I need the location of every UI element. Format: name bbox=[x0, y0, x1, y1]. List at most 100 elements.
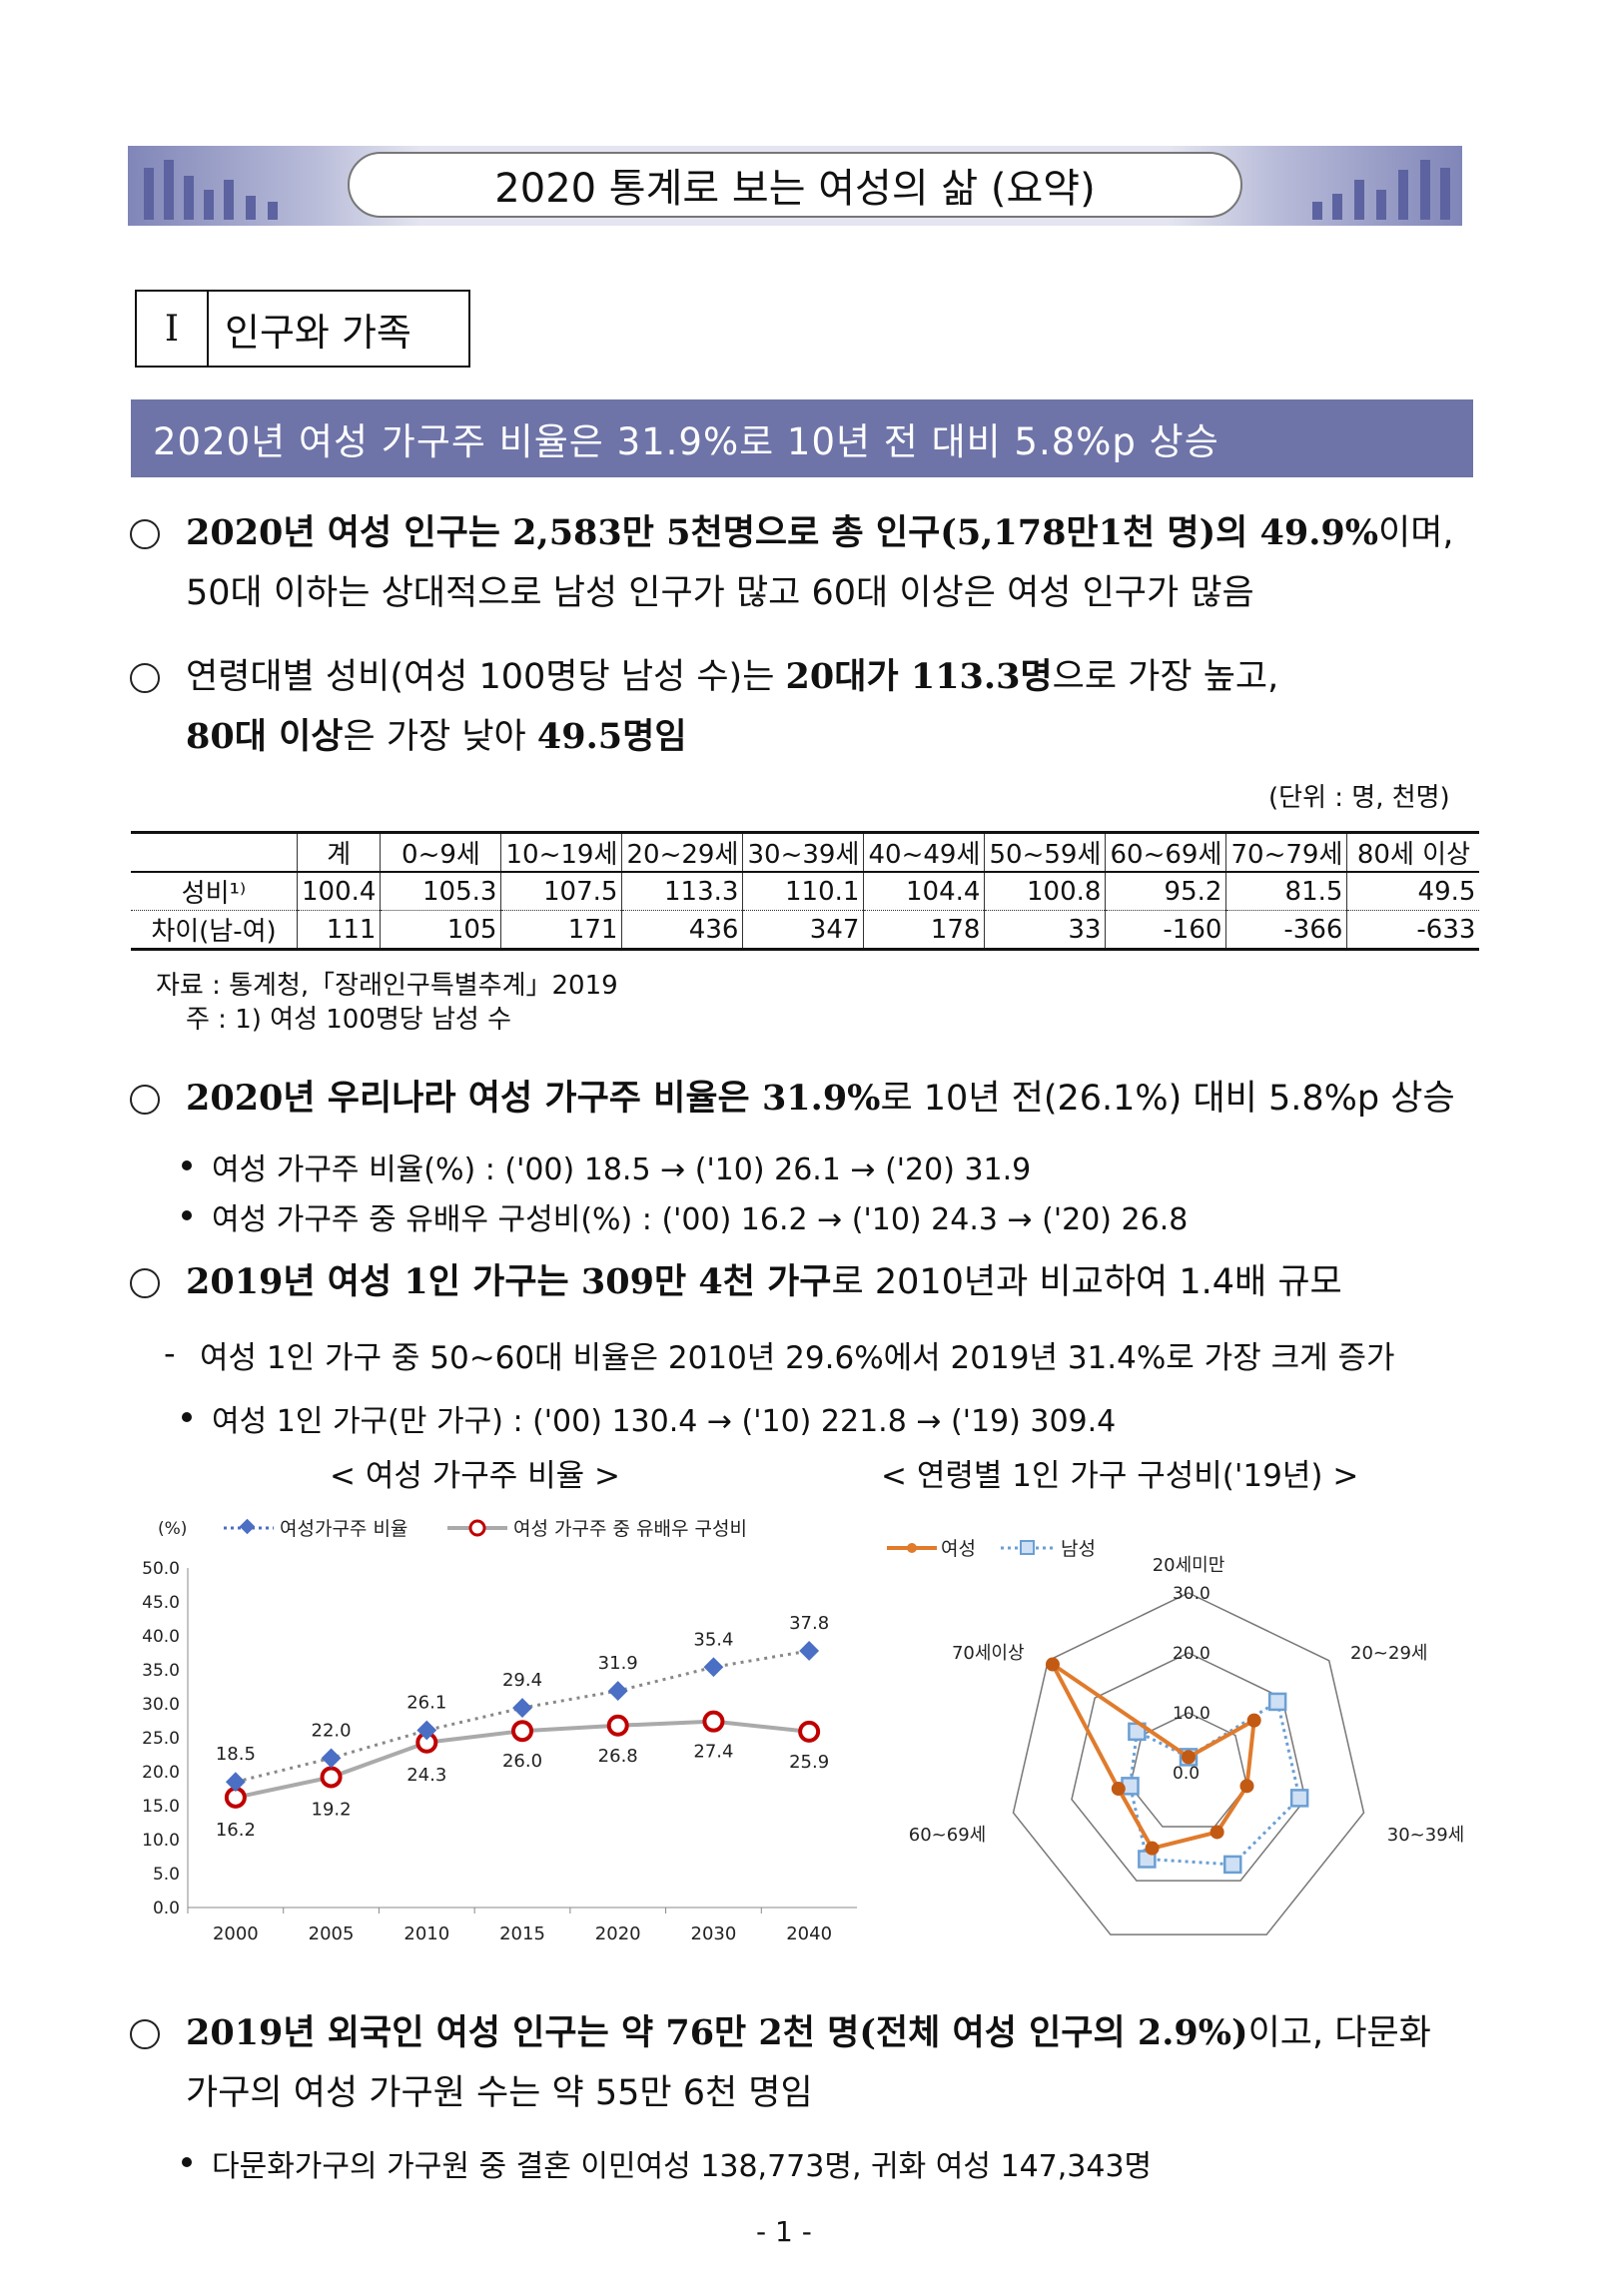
table-cell: 성비¹⁾ bbox=[131, 872, 298, 911]
radar-point-female bbox=[1045, 1657, 1060, 1672]
table-cell: 100.4 bbox=[296, 872, 381, 911]
table-header: 30~39세 bbox=[742, 831, 864, 873]
radar-point-female bbox=[1239, 1779, 1254, 1794]
table-row: 차이(남-여) 111 105 171 436 347 178 33 -160 … bbox=[131, 910, 1480, 951]
sex-ratio-table: 계 0~9세 10~19세 20~29세 30~39세 40~49세 50~59… bbox=[131, 831, 1480, 951]
table-header: 20~29세 bbox=[621, 831, 743, 873]
paragraph-4-rest: 로 2010년과 비교하여 1.4배 규모 bbox=[831, 1262, 1342, 1302]
table-cell: 100.8 bbox=[984, 872, 1106, 911]
y-tick-label: 10.0 bbox=[142, 1831, 180, 1851]
y-tick-label: 45.0 bbox=[142, 1593, 180, 1613]
paragraph-1-rest: 이며, bbox=[1378, 513, 1454, 553]
data-label-married: 24.3 bbox=[406, 1765, 446, 1786]
radar-axis-label: 60~69세 bbox=[909, 1825, 986, 1846]
radar-point-female bbox=[1209, 1825, 1224, 1840]
legend-marker-series-2 bbox=[468, 1519, 486, 1537]
table-cell: -366 bbox=[1225, 910, 1347, 951]
paragraph-5-bold: 2019년 외국인 여성 인구는 약 76만 2천 명(전체 여성 인구의 2.… bbox=[186, 2012, 1248, 2053]
table-row: 성비¹⁾ 100.4 105.3 107.5 113.3 110.1 104.4… bbox=[131, 872, 1480, 911]
paragraph-2-line-1: 연령대별 성비(여성 100명당 남성 수)는 20대가 113.3명으로 가장… bbox=[186, 647, 1278, 707]
paragraph-4-dash: 여성 1인 가구 중 50~60대 비율은 2010년 29.6%에서 2019… bbox=[200, 1340, 1395, 1376]
one-person-household-radar-chart: 0.010.020.030.020세미만20~29세30~39세40~49세50… bbox=[887, 1538, 1464, 1935]
bullet-dot-icon bbox=[182, 1160, 192, 1170]
data-label-householder: 22.0 bbox=[312, 1720, 352, 1741]
data-point-householder bbox=[225, 1772, 246, 1793]
y-tick-label: 35.0 bbox=[142, 1661, 180, 1681]
data-label-householder: 37.8 bbox=[789, 1613, 829, 1634]
data-point-married bbox=[320, 1766, 343, 1789]
data-label-householder: 31.9 bbox=[598, 1653, 638, 1674]
legend-label-series-2: 여성 가구주 중 유배우 구성비 bbox=[513, 1518, 747, 1540]
radar-tick-label: 30.0 bbox=[1173, 1584, 1210, 1604]
data-label-married: 27.4 bbox=[693, 1742, 733, 1763]
table-header: 80세 이상 bbox=[1346, 831, 1480, 873]
paragraph-3-rest: 로 10년 전(26.1%) 대비 5.8%p 상승 bbox=[880, 1079, 1455, 1119]
radar-axis-label: 30~39세 bbox=[1387, 1825, 1464, 1846]
bullet-dot-icon bbox=[182, 2157, 192, 2167]
radar-point-female bbox=[1145, 1841, 1160, 1856]
radar-tick-label: 10.0 bbox=[1173, 1704, 1210, 1724]
y-axis-unit-label: (%) bbox=[158, 1519, 187, 1539]
document-header-banner: 2020 통계로 보는 여성의 삶 (요약) bbox=[128, 146, 1462, 226]
y-tick-label: 15.0 bbox=[142, 1797, 180, 1817]
radar-point-female bbox=[1111, 1782, 1126, 1797]
table-header: 70~79세 bbox=[1225, 831, 1347, 873]
table-cell: 33 bbox=[984, 910, 1106, 951]
table-cell: 49.5 bbox=[1346, 872, 1480, 911]
table-unit: (단위 : 명, 천명) bbox=[1268, 783, 1450, 813]
legend-label-female: 여성 bbox=[941, 1538, 976, 1560]
table-cell: 178 bbox=[863, 910, 985, 951]
data-point-married bbox=[606, 1714, 629, 1737]
x-tick-label: 2015 bbox=[499, 1923, 545, 1944]
table-header: 0~9세 bbox=[380, 831, 501, 873]
data-label-married: 16.2 bbox=[216, 1820, 256, 1841]
radar-series-female bbox=[1051, 1662, 1257, 1851]
table-cell: 171 bbox=[500, 910, 622, 951]
bullet-circle-icon bbox=[130, 663, 160, 693]
data-label-married: 26.8 bbox=[598, 1746, 638, 1767]
bullet-circle-icon bbox=[130, 2019, 160, 2049]
paragraph-1-line-1: 2020년 여성 인구는 2,583만 5천명으로 총 인구(5,178만1천 … bbox=[186, 503, 1454, 563]
table-header: 40~49세 bbox=[863, 831, 985, 873]
summary-headline: 2020년 여성 가구주 비율은 31.9%로 10년 전 대비 5.8%p 상… bbox=[131, 399, 1473, 477]
data-point-householder bbox=[799, 1641, 820, 1661]
table-cell: -633 bbox=[1346, 910, 1480, 951]
data-label-married: 19.2 bbox=[312, 1799, 352, 1820]
table-cell: 111 bbox=[296, 910, 381, 951]
paragraph-4-dash-marker: - bbox=[164, 1334, 176, 1372]
bullet-dot-icon bbox=[182, 1412, 192, 1422]
data-point-married bbox=[798, 1720, 821, 1743]
radar-point-female bbox=[1182, 1750, 1196, 1765]
paragraph-1-bold: 2020년 여성 인구는 2,583만 5천명으로 총 인구(5,178만1천 … bbox=[186, 512, 1379, 553]
bullet-circle-icon bbox=[130, 1268, 160, 1298]
x-tick-label: 2040 bbox=[786, 1923, 832, 1944]
table-cell: 113.3 bbox=[621, 872, 743, 911]
legend-marker-male bbox=[1020, 1540, 1035, 1555]
paragraph-5-rest: 이고, 다문화 bbox=[1247, 2013, 1431, 2053]
table-cell: 105 bbox=[380, 910, 501, 951]
paragraph-3-sub-1: 여성 가구주 비율(%) : ('00) 18.5 → ('10) 26.1 →… bbox=[212, 1152, 1032, 1187]
table-cell: 95.2 bbox=[1105, 872, 1226, 911]
table-header: 60~69세 bbox=[1105, 831, 1226, 873]
data-label-householder: 35.4 bbox=[693, 1629, 733, 1650]
radar-grid-ring bbox=[1129, 1712, 1248, 1828]
paragraph-4-line-1: 2019년 여성 1인 가구는 309만 4천 가구로 2010년과 비교하여 … bbox=[186, 1252, 1342, 1312]
legend-label-series-1: 여성가구주 비율 bbox=[280, 1518, 407, 1540]
y-tick-label: 25.0 bbox=[142, 1729, 180, 1749]
data-point-householder bbox=[321, 1748, 342, 1769]
data-point-married bbox=[702, 1710, 725, 1733]
paragraph-3-sub-2: 여성 가구주 중 유배우 구성비(%) : ('00) 16.2 → ('10)… bbox=[212, 1202, 1189, 1237]
paragraph-2-bold-d: 80대 이상 bbox=[186, 716, 344, 757]
y-tick-label: 30.0 bbox=[142, 1695, 180, 1715]
paragraph-1-line-2: 50대 이하는 상대적으로 남성 인구가 많고 60대 이상은 여성 인구가 많… bbox=[186, 573, 1254, 613]
paragraph-5-line-2: 가구의 여성 가구원 수는 약 55만 6천 명임 bbox=[186, 2073, 813, 2113]
paragraph-3-line-1: 2020년 우리나라 여성 가구주 비율은 31.9%로 10년 전(26.1%… bbox=[186, 1069, 1455, 1129]
table-header: 50~59세 bbox=[984, 831, 1106, 873]
paragraph-2-bold-b: 20대가 113.3명 bbox=[785, 656, 1053, 697]
data-label-married: 25.9 bbox=[789, 1752, 829, 1773]
x-tick-label: 2030 bbox=[691, 1923, 737, 1944]
radar-point-male bbox=[1223, 1855, 1242, 1875]
paragraph-2-text-e: 은 가장 낮아 bbox=[343, 717, 537, 757]
legend-marker-female bbox=[907, 1543, 917, 1553]
legend-label-male: 남성 bbox=[1061, 1538, 1096, 1560]
